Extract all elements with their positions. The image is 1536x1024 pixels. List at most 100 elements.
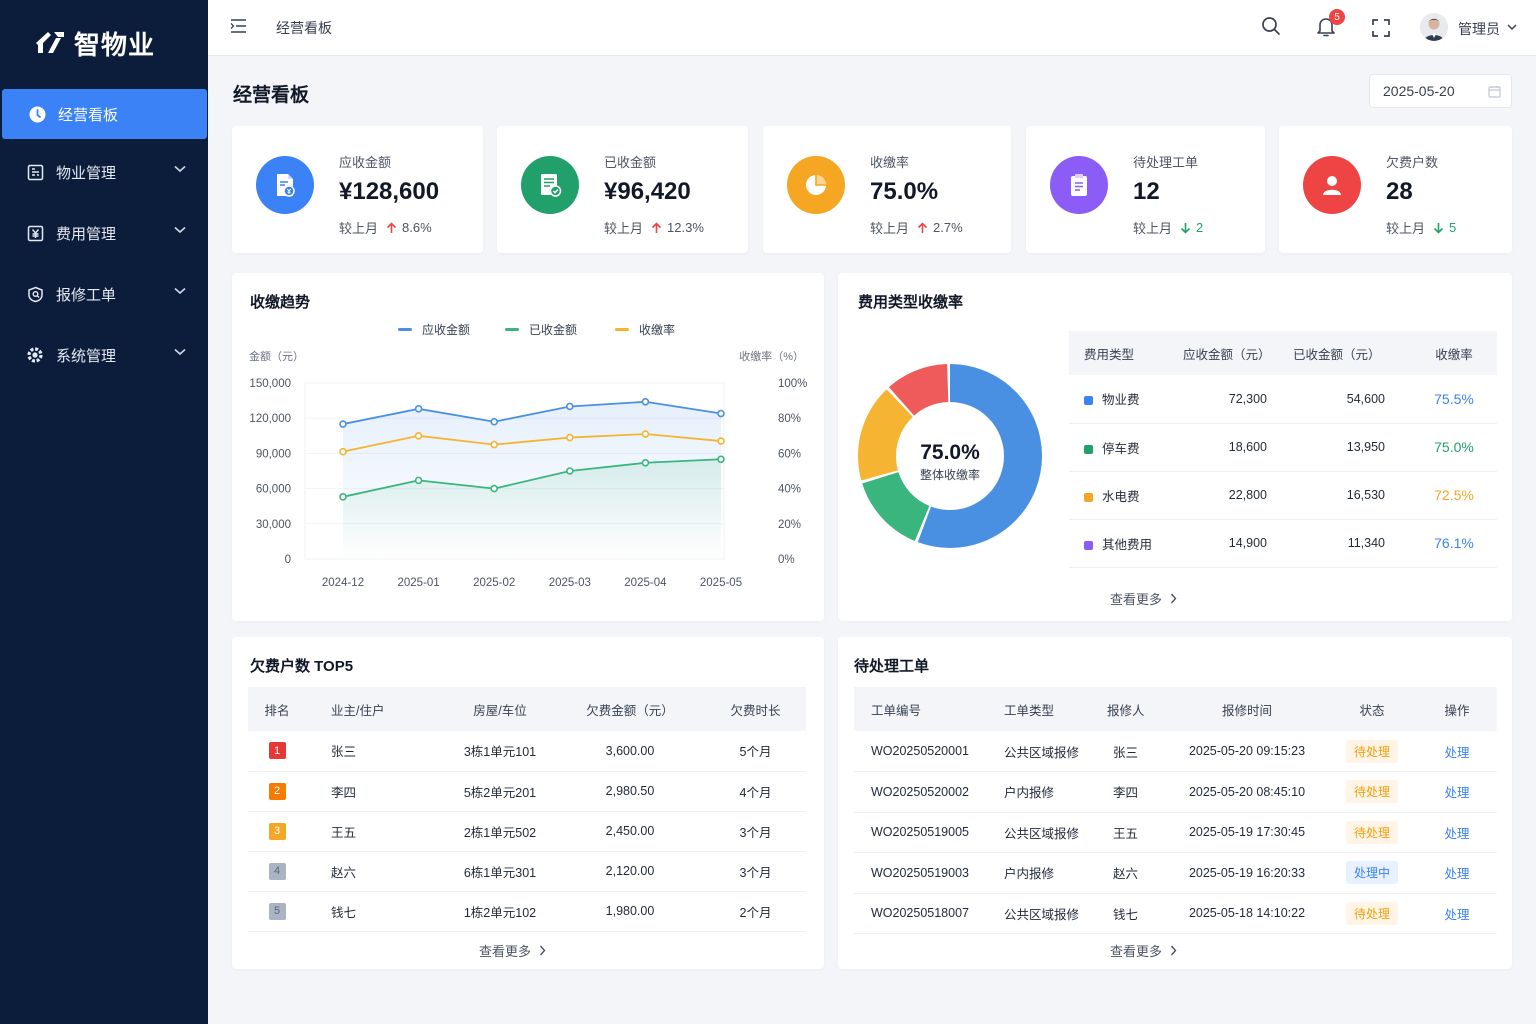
data-point[interactable] [565, 467, 574, 475]
arrow-up-icon [651, 221, 662, 233]
legend-item[interactable]: 已收金额 [505, 321, 577, 338]
column-header: 已收金额（元） [1293, 331, 1411, 375]
column-header: 操作 [1417, 687, 1497, 731]
arrow-up-icon [917, 221, 928, 233]
data-point[interactable] [339, 493, 347, 501]
action-cell: 处理 [1417, 731, 1497, 772]
data-point[interactable] [414, 405, 423, 413]
process-link[interactable]: 处理 [1444, 786, 1470, 801]
date-picker[interactable]: 2025-05-20 [1369, 74, 1512, 108]
y-right-tick-label: 0% [778, 554, 795, 566]
data-point[interactable] [339, 420, 347, 428]
legend-item[interactable]: 应收金额 [398, 321, 470, 338]
owner-name: 王五 [306, 811, 445, 852]
order-id: WO20250518007 [854, 893, 1004, 934]
menu-fold-icon[interactable] [230, 18, 247, 34]
fullscreen-icon[interactable] [1372, 19, 1390, 37]
data-point[interactable] [490, 440, 499, 449]
fee-type-cell: 其他费用 [1069, 519, 1175, 568]
data-point[interactable] [490, 484, 499, 493]
order-id: WO20250519003 [854, 852, 1004, 894]
data-point[interactable] [414, 476, 423, 485]
y-left-tick-label: 60,000 [256, 484, 291, 496]
stat-label: 已收金额 [604, 155, 657, 170]
data-point[interactable] [414, 432, 423, 440]
rank-cell: 2 [248, 771, 306, 812]
view-more-link[interactable]: 查看更多 [1110, 589, 1177, 608]
arrears-duration: 5个月 [705, 731, 806, 772]
x-tick-label: 2025-03 [549, 577, 591, 589]
arrears-duration: 3个月 [705, 851, 806, 892]
table-row[interactable]: 1 张三 3栋1单元101 3,600.00 5个月 [248, 731, 806, 772]
dashboard-icon [28, 105, 46, 123]
table-row[interactable]: WO20250519005 公共区域报修 王五 2025-05-19 17:30:45… [854, 812, 1497, 853]
sidebar-item-property[interactable]: 物业管理 [0, 147, 208, 197]
chevron-down-icon [174, 226, 186, 234]
stat-icon-bg [256, 156, 314, 214]
table-row[interactable]: WO20250519003 户内报修 赵六 2025-05-19 16:20:33 处理… [854, 852, 1497, 894]
process-link[interactable]: 处理 [1444, 907, 1470, 922]
table-row[interactable]: WO20250520001 公共区域报修 张三 2025-05-20 09:15:23… [854, 731, 1497, 772]
stat-value: ¥96,420 [604, 178, 691, 205]
orders-card-title: 待处理工单 [854, 658, 930, 675]
breadcrumb: 经营看板 [276, 20, 332, 36]
repair-icon [26, 285, 44, 303]
stat-label: 欠费户数 [1386, 155, 1439, 170]
status-cell: 待处理 [1327, 893, 1417, 934]
process-link[interactable]: 处理 [1444, 826, 1470, 841]
status-cell: 处理中 [1327, 852, 1417, 894]
table-row: 其他费用 14,900 11,340 76.1% [1069, 519, 1497, 568]
bell-icon[interactable] [1316, 16, 1336, 38]
sidebar-item-dashboard[interactable]: 经营看板 [2, 89, 207, 139]
arrears-amount: 3,600.00 [555, 731, 705, 772]
compare-label: 较上月 [1386, 221, 1426, 236]
data-point[interactable] [641, 397, 650, 406]
date-value: 2025-05-20 [1383, 83, 1455, 99]
y-right-tick-label: 60% [778, 448, 801, 460]
change-value: 2.7% [933, 220, 963, 235]
chevron-down-icon[interactable] [1507, 24, 1517, 31]
arrow-up-icon [386, 221, 397, 233]
chart-title: 收缴趋势 [250, 294, 311, 311]
trend-chart-card: 收缴趋势 应收金额 已收金额 收缴率 金额（元） 收缴率（%） 0 30,000 6… [232, 273, 824, 621]
data-point[interactable] [565, 402, 574, 411]
donut-segment[interactable] [858, 364, 1042, 548]
fee-card-title: 费用类型收缴率 [858, 294, 964, 311]
reporter: 钱七 [1107, 893, 1167, 934]
legend-item[interactable]: 收缴率 [615, 321, 675, 338]
stat-card-pending-orders: 待处理工单 12 较上月 2 [1026, 126, 1265, 253]
user-name[interactable]: 管理员 [1458, 21, 1500, 37]
process-link[interactable]: 处理 [1444, 745, 1470, 760]
donut-segment[interactable] [858, 364, 1042, 548]
rank-badge: 5 [268, 902, 286, 920]
rank-cell: 5 [248, 891, 306, 932]
search-icon[interactable] [1261, 16, 1281, 36]
data-point[interactable] [565, 433, 574, 442]
view-more-link[interactable]: 查看更多 [1110, 941, 1177, 960]
change-value: 2 [1196, 220, 1204, 235]
app-logo[interactable]: 智物业 [0, 0, 208, 86]
legend-dot [1084, 396, 1093, 406]
data-point[interactable] [717, 455, 725, 464]
process-link[interactable]: 处理 [1444, 867, 1470, 882]
change-value: 8.6% [402, 220, 432, 235]
table-row[interactable]: 4 赵六 6栋1单元301 2,120.00 3个月 [248, 851, 806, 892]
sidebar-item-fees[interactable]: 费用管理 [0, 208, 208, 258]
legend-dot [1084, 540, 1093, 550]
sidebar-item-repair[interactable]: 报修工单 [0, 269, 208, 319]
data-point[interactable] [641, 458, 650, 467]
table-row[interactable]: 5 钱七 1栋2单元102 1,980.00 2个月 [248, 891, 806, 932]
data-point[interactable] [717, 437, 725, 445]
table-row[interactable]: WO20250520002 户内报修 李四 2025-05-20 08:45:10 待处… [854, 771, 1497, 813]
data-point[interactable] [641, 430, 650, 438]
table-row[interactable]: 3 王五 2栋1单元502 2,450.00 3个月 [248, 811, 806, 852]
view-more-link[interactable]: 查看更多 [479, 941, 546, 960]
data-point[interactable] [339, 447, 347, 456]
sidebar-item-system[interactable]: 系统管理 [0, 330, 208, 380]
table-row[interactable]: WO20250518007 公共区域报修 钱七 2025-05-18 14:10:22… [854, 893, 1497, 934]
avatar[interactable] [1420, 13, 1448, 41]
table-row[interactable]: 2 李四 5栋2单元201 2,980.50 4个月 [248, 771, 806, 812]
data-point[interactable] [717, 409, 725, 418]
data-point[interactable] [490, 417, 499, 426]
status-badge: 处理中 [1345, 861, 1398, 885]
